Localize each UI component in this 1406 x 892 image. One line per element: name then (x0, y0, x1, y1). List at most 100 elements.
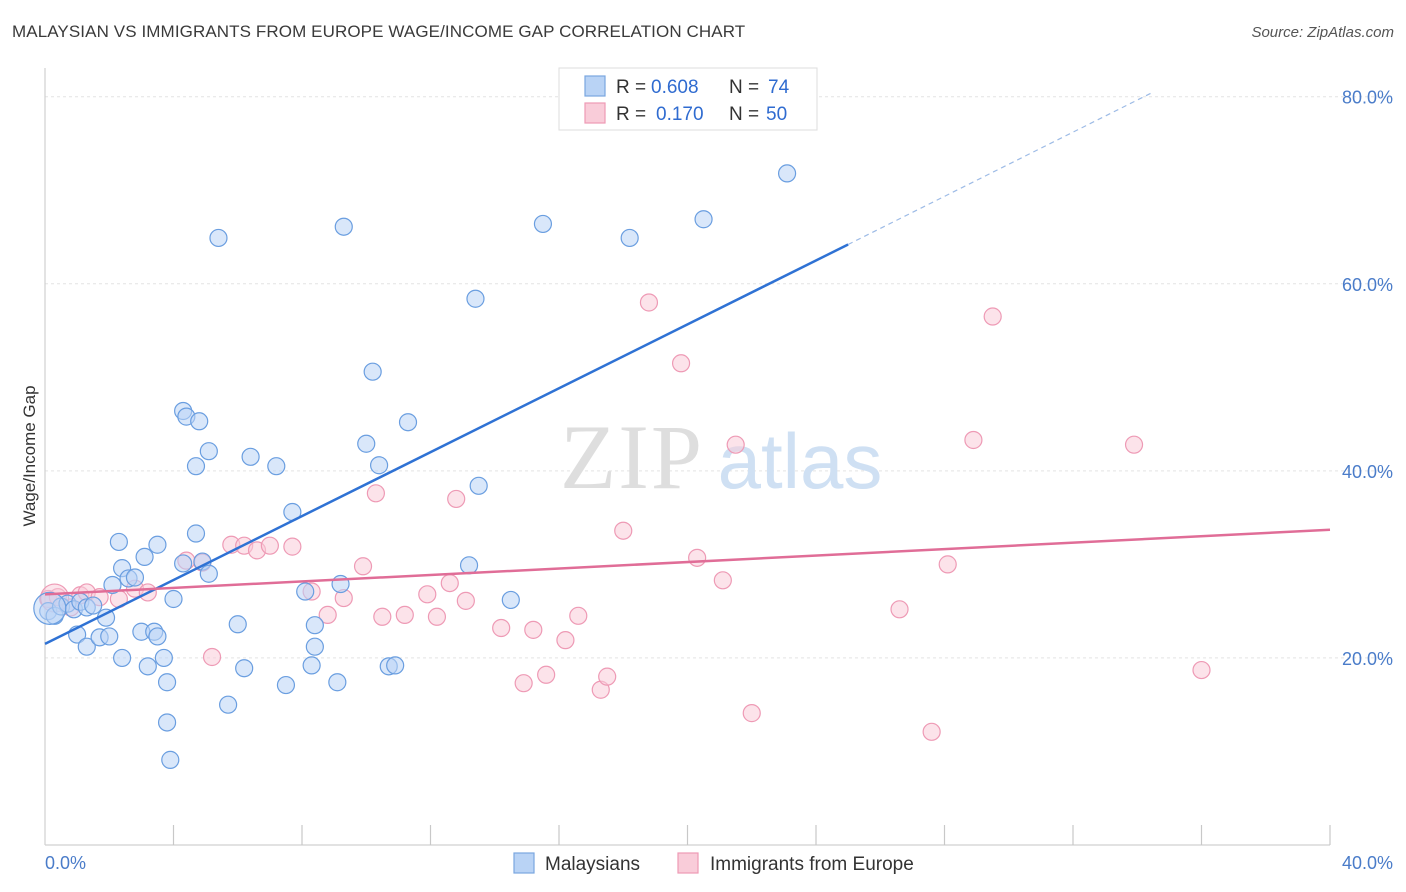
legend-swatch-immigrants (584, 102, 606, 124)
legend-r-value-immigrants: 0.170 (656, 104, 704, 125)
point-malaysians (267, 457, 286, 476)
point-malaysians (199, 442, 218, 461)
point-malaysians (161, 750, 180, 769)
point-malaysians (77, 637, 96, 656)
point-malaysians (174, 554, 193, 573)
legend-label-malaysians: Malaysians (545, 854, 640, 875)
point-malaysians (103, 575, 122, 595)
watermark-zip: ZIP (560, 406, 704, 508)
point-malaysians (241, 447, 260, 466)
point-malaysians (186, 457, 206, 476)
legend-r-label: R = (616, 77, 646, 98)
x-tick-label: 0.0% (45, 853, 86, 873)
point-malaysians (138, 657, 157, 676)
y-axis-label: Wage/Income Gap (20, 385, 39, 526)
point-malaysians (190, 412, 209, 431)
point-malaysians (276, 675, 296, 695)
legend-swatch-malaysians-bottom (513, 852, 535, 874)
point-malaysians (125, 568, 145, 587)
point-malaysians (157, 673, 177, 692)
point-malaysians (305, 637, 324, 656)
tick-labels: 20.0% 40.0% 60.0% 80.0% 0.0% 40.0% (45, 88, 1393, 873)
point-immigrants (318, 605, 337, 625)
legend-r-value-malaysians: 0.608 (651, 77, 699, 98)
axes (44, 68, 1331, 846)
watermark-atlas: atlas (718, 417, 883, 505)
trend-lines (44, 91, 1331, 646)
point-immigrants (569, 606, 588, 625)
point-malaysians (154, 648, 173, 668)
point-immigrants (614, 521, 633, 540)
point-malaysians (302, 656, 321, 675)
point-immigrants (671, 354, 691, 373)
point-malaysians (459, 556, 479, 575)
point-malaysians (398, 413, 418, 432)
series-malaysians-points (33, 164, 797, 769)
point-malaysians (209, 228, 228, 248)
point-malaysians (33, 591, 67, 625)
point-immigrants (456, 591, 475, 610)
point-malaysians (328, 673, 347, 692)
point-immigrants (726, 435, 745, 454)
point-malaysians (694, 210, 713, 229)
point-malaysians (109, 532, 128, 552)
y-tick-label: 60.0% (1342, 275, 1393, 295)
source-credit: Source: ZipAtlas.com (1251, 24, 1394, 41)
legend-n-value-malaysians: 74 (768, 77, 790, 98)
point-immigrants (260, 536, 279, 555)
point-malaysians (777, 164, 797, 183)
point-immigrants (713, 571, 732, 590)
point-immigrants (283, 537, 302, 556)
point-malaysians (334, 217, 353, 236)
y-tick-label: 20.0% (1342, 649, 1393, 669)
series-immigrants-points (39, 293, 1211, 741)
point-immigrants (556, 631, 575, 650)
point-malaysians (186, 524, 206, 543)
point-malaysians (466, 289, 485, 308)
point-immigrants (537, 665, 556, 684)
point-malaysians (363, 362, 382, 381)
point-malaysians (100, 627, 119, 646)
point-malaysians (112, 648, 132, 668)
trend-line-malaysians-extension (847, 91, 1154, 246)
point-immigrants (1192, 660, 1211, 680)
point-immigrants (938, 555, 957, 574)
legend-label-immigrants: Immigrants from Europe (710, 854, 914, 875)
point-immigrants (922, 722, 941, 741)
chart-title: MALAYSIAN VS IMMIGRANTS FROM EUROPE WAGE… (12, 22, 746, 41)
point-malaysians (501, 590, 520, 610)
point-malaysians (469, 476, 488, 495)
point-malaysians (370, 456, 389, 475)
trend-line-malaysians (44, 243, 849, 646)
watermark: ZIP atlas (560, 406, 882, 508)
series-legend: Malaysians Immigrants from Europe (513, 852, 914, 875)
point-malaysians (135, 547, 154, 567)
point-immigrants (983, 307, 1002, 326)
legend-n-label: N = (729, 104, 759, 125)
point-malaysians (199, 564, 218, 583)
point-malaysians (164, 589, 183, 609)
point-immigrants (373, 607, 392, 626)
point-malaysians (357, 434, 376, 453)
point-malaysians (235, 659, 254, 678)
point-malaysians (296, 582, 315, 601)
legend-n-label: N = (729, 77, 759, 98)
point-immigrants (598, 667, 617, 686)
point-immigrants (514, 674, 533, 693)
point-immigrants (427, 607, 447, 626)
point-malaysians (148, 535, 167, 554)
y-tick-label: 40.0% (1342, 462, 1393, 482)
point-immigrants (964, 430, 983, 450)
correlation-legend: R = 0.608 N = 74 R = 0.170 N = 50 (558, 67, 818, 131)
point-malaysians (84, 596, 103, 615)
point-immigrants (447, 489, 466, 509)
legend-swatch-immigrants-bottom (677, 852, 699, 874)
point-malaysians (148, 627, 167, 646)
point-immigrants (524, 620, 543, 639)
point-immigrants (890, 600, 909, 619)
point-malaysians (219, 695, 238, 714)
x-tick-label: 40.0% (1342, 853, 1393, 873)
point-immigrants (440, 573, 459, 593)
trend-line-immigrants (44, 528, 1331, 596)
